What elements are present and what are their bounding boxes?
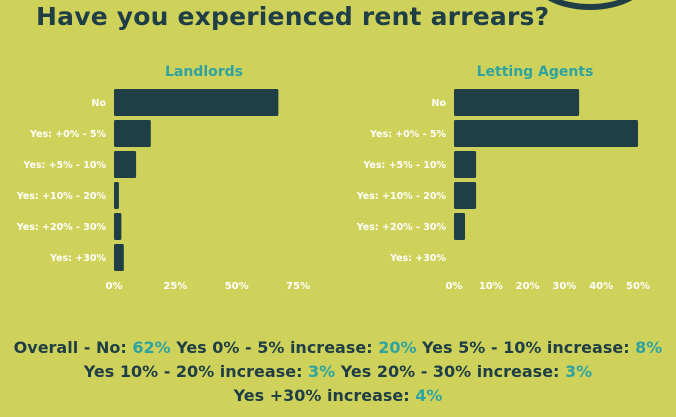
summary-percent: 3% <box>308 362 336 381</box>
x-tick-label: 0% <box>446 281 463 292</box>
summary-percent: 20% <box>378 338 417 357</box>
category-label: Yes: +20% - 30% <box>356 222 447 233</box>
landlords-chart: Landlords No Yes: +0% - 5% Yes: +5% - 10% Ye… <box>16 64 310 292</box>
category-label: Yes: +20% - 30% <box>16 222 107 233</box>
category-label: Yes: +0% - 5% <box>29 129 106 140</box>
summary-label: Yes +30% increase: <box>233 386 416 405</box>
bar-no <box>114 89 279 116</box>
chart-subtitle: Letting Agents <box>477 64 594 80</box>
category-label: Yes: +30% <box>389 253 446 264</box>
bar-yes-5-10 <box>454 151 477 178</box>
bar-yes-10-20 <box>114 182 119 209</box>
bar-no <box>454 89 580 116</box>
page-title: Have you experienced rent arrears? <box>36 2 550 31</box>
bar-yes-20-30 <box>114 213 122 240</box>
x-tick-label: 20% <box>516 281 540 292</box>
summary-percent: 8% <box>635 338 663 357</box>
summary-line-2: Yes 10% - 20% increase: 3% Yes 20% - 30%… <box>0 362 676 381</box>
x-tick-label: 40% <box>589 281 613 292</box>
letting-agents-chart: Letting Agents No Yes: +0% - 5% Yes: +5% - … <box>356 64 650 292</box>
summary-line-1: Overall - No: 62% Yes 0% - 5% increase: … <box>0 338 676 357</box>
bar-yes-20-30 <box>454 213 466 240</box>
summary-label: Overall - No: <box>13 338 133 357</box>
x-tick-label: 50% <box>626 281 650 292</box>
category-label: No <box>432 98 447 109</box>
bar-yes-30 <box>114 244 124 271</box>
category-label: Yes: +10% - 20% <box>16 191 107 202</box>
bar-yes-0-5 <box>454 120 638 147</box>
summary-label: Yes 10% - 20% increase: <box>83 362 309 381</box>
x-tick-label: 50% <box>225 281 249 292</box>
summary-percent: 62% <box>132 338 171 357</box>
x-tick-label: 10% <box>479 281 503 292</box>
chart-subtitle: Landlords <box>165 64 243 80</box>
x-tick-label: 0% <box>106 281 123 292</box>
summary-percent: 4% <box>415 386 443 405</box>
category-label: Yes: +30% <box>49 253 106 264</box>
bar-yes-0-5 <box>114 120 151 147</box>
summary-line-3: Yes +30% increase: 4% <box>0 386 676 405</box>
summary-label: Yes 0% - 5% increase: <box>170 338 379 357</box>
x-tick-label: 25% <box>163 281 187 292</box>
summary-label: Yes 5% - 10% increase: <box>416 338 636 357</box>
category-label: Yes: +5% - 10% <box>22 160 106 171</box>
bar-yes-5-10 <box>114 151 137 178</box>
x-tick-label: 30% <box>552 281 576 292</box>
bar-yes-10-20 <box>454 182 477 209</box>
category-label: Yes: +10% - 20% <box>356 191 447 202</box>
summary-label: Yes 20% - 30% increase: <box>335 362 566 381</box>
category-label: Yes: +0% - 5% <box>369 129 446 140</box>
summary-percent: 3% <box>565 362 593 381</box>
category-label: No <box>92 98 107 109</box>
x-tick-label: 75% <box>286 281 310 292</box>
category-label: Yes: +5% - 10% <box>362 160 446 171</box>
